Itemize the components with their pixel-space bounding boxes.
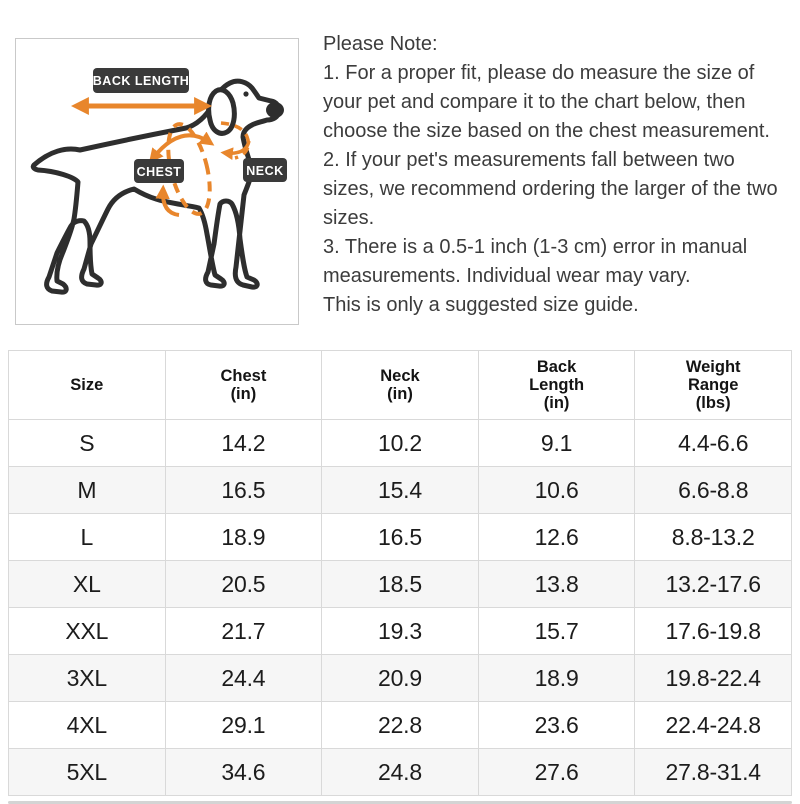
value-cell: 29.1 <box>164 701 323 749</box>
notes-title: Please Note: <box>323 33 438 55</box>
chest-label: CHEST <box>137 165 182 179</box>
dog-eye <box>243 91 249 97</box>
table-row: XXL 21.7 19.3 15.7 17.6-19.8 <box>8 607 792 655</box>
header-weight-range: Weight Range (lbs) <box>634 350 792 420</box>
size-cell: XXL <box>8 607 166 655</box>
value-cell: 13.8 <box>477 560 636 608</box>
note-item-3: 3. There is a 0.5-1 inch (1-3 cm) error … <box>323 236 748 287</box>
value-cell: 18.9 <box>164 513 323 561</box>
value-cell: 16.5 <box>321 513 479 561</box>
size-chart-header: Size Chest (in) Neck (in) Back Length (i… <box>8 350 792 420</box>
value-cell: 23.6 <box>477 701 636 749</box>
dog-outline <box>30 78 284 295</box>
value-cell: 34.6 <box>164 748 323 796</box>
note-footer: This is only a suggested size guide. <box>323 294 639 316</box>
table-row: M 16.5 15.4 10.6 6.6-8.8 <box>8 466 792 514</box>
value-cell: 19.3 <box>321 607 479 655</box>
value-cell: 12.6 <box>477 513 636 561</box>
value-cell: 27.6 <box>477 748 636 796</box>
header-chest: Chest (in) <box>164 350 323 420</box>
size-cell: 3XL <box>8 654 166 702</box>
value-cell: 21.7 <box>164 607 323 655</box>
notes-section: Please Note: 1. For a proper fit, please… <box>323 30 791 325</box>
value-cell: 15.4 <box>321 466 479 514</box>
note-item-1: 1. For a proper fit, please do measure t… <box>323 62 770 142</box>
value-cell: 8.8-13.2 <box>634 513 792 561</box>
diagram-labels: BACK LENGTH CHEST NECK <box>93 68 287 183</box>
value-cell: 20.9 <box>321 654 479 702</box>
neck-measure-dashed-arc <box>220 121 250 160</box>
value-cell: 14.2 <box>164 419 323 467</box>
table-row: S 14.2 10.2 9.1 4.4-6.6 <box>8 419 792 467</box>
value-cell: 27.8-31.4 <box>634 748 792 796</box>
value-cell: 24.8 <box>321 748 479 796</box>
value-cell: 18.5 <box>321 560 479 608</box>
neck-wrap-arrow <box>220 140 251 160</box>
value-cell: 16.5 <box>164 466 323 514</box>
value-cell: 10.2 <box>321 419 479 467</box>
table-row: 3XL 24.4 20.9 18.9 19.8-22.4 <box>8 654 792 702</box>
value-cell: 18.9 <box>477 654 636 702</box>
top-section: BACK LENGTH CHEST NECK Please Note: 1. F… <box>0 0 800 325</box>
table-row: L 18.9 16.5 12.6 8.8-13.2 <box>8 513 792 561</box>
value-cell: 13.2-17.6 <box>634 560 792 608</box>
dog-nose <box>266 102 284 118</box>
back-length-label: BACK LENGTH <box>93 74 189 88</box>
value-cell: 9.1 <box>477 419 636 467</box>
table-row: 5XL 34.6 24.8 27.6 27.8-31.4 <box>8 748 792 796</box>
header-neck: Neck (in) <box>321 350 479 420</box>
dog-ear <box>206 87 237 136</box>
value-cell: 22.4-24.8 <box>634 701 792 749</box>
value-cell: 20.5 <box>164 560 323 608</box>
header-size: Size <box>8 350 166 420</box>
value-cell: 15.7 <box>477 607 636 655</box>
size-chart-table: Size Chest (in) Neck (in) Back Length (i… <box>8 350 792 796</box>
header-row: Size Chest (in) Neck (in) Back Length (i… <box>8 350 792 420</box>
size-cell: XL <box>8 560 166 608</box>
size-chart-body: S 14.2 10.2 9.1 4.4-6.6 M 16.5 15.4 10.6 6.6-8.8 L… <box>8 419 792 796</box>
size-cell: L <box>8 513 166 561</box>
size-cell: M <box>8 466 166 514</box>
value-cell: 19.8-22.4 <box>634 654 792 702</box>
table-row: XL 20.5 18.5 13.8 13.2-17.6 <box>8 560 792 608</box>
table-row: 4XL 29.1 22.8 23.6 22.4-24.8 <box>8 701 792 749</box>
neck-label-box <box>243 158 287 182</box>
value-cell: 22.8 <box>321 701 479 749</box>
back-length-label-box <box>93 68 189 93</box>
size-cell: 5XL <box>8 748 166 796</box>
value-cell: 6.6-8.8 <box>634 466 792 514</box>
note-item-2: 2. If your pet's measurements fall betwe… <box>323 149 778 229</box>
size-cell: 4XL <box>8 701 166 749</box>
chest-wrap-arrow <box>148 131 215 164</box>
header-back-length: Back Length (in) <box>477 350 636 420</box>
value-cell: 10.6 <box>477 466 636 514</box>
value-cell: 17.6-19.8 <box>634 607 792 655</box>
chest-label-box <box>134 159 184 183</box>
value-cell: 4.4-6.6 <box>634 419 792 467</box>
size-cell: S <box>8 419 166 467</box>
chest-bottom-arrow <box>155 184 180 217</box>
measurement-annotations <box>70 97 251 217</box>
dog-measurement-illustration: BACK LENGTH CHEST NECK <box>30 68 287 295</box>
value-cell: 24.4 <box>164 654 323 702</box>
neck-label: NECK <box>246 164 283 178</box>
measurement-diagram: BACK LENGTH CHEST NECK <box>15 38 299 325</box>
